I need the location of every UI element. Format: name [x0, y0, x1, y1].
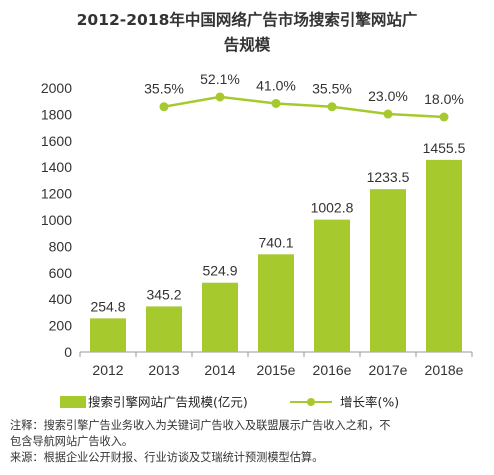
legend-bar-label: 搜索引擎网站广告规模(亿元) — [88, 395, 248, 410]
legend-line-label: 增长率(%) — [340, 395, 399, 410]
bar-value-label: 1002.8 — [311, 200, 354, 216]
bar-value-label: 1455.5 — [423, 140, 466, 156]
x-tick-label: 2015e — [257, 362, 296, 378]
bar — [146, 306, 182, 352]
note-line-1: 注释：搜索引擎广告业务收入为关键词广告收入及联盟展示广告收入之和，不 — [10, 419, 391, 432]
bar — [370, 189, 406, 352]
growth-point — [215, 92, 225, 102]
bar — [314, 219, 350, 352]
y-tick-label: 1400 — [41, 159, 72, 175]
bar-value-label: 740.1 — [258, 234, 293, 250]
chart-title-line1: 2012-2018年中国网络广告市场搜索引擎网站广 — [77, 10, 418, 29]
note-line-2: 包含导航网站广告收入。 — [10, 435, 134, 448]
growth-value-label: 23.0% — [368, 88, 408, 104]
x-tick-label: 2018e — [425, 362, 464, 378]
x-tick-label: 2014 — [204, 362, 235, 378]
y-axis: 0 200 400 600 800 1000 1200 1400 1600 1800 2000 — [41, 80, 72, 360]
growth-value-label: 18.0% — [424, 91, 464, 107]
bar — [258, 254, 294, 352]
x-axis-ticks: 2012 2013 2014 2015e 2016e 2017e 2018e — [79, 352, 473, 378]
bar-value-label: 254.8 — [90, 298, 125, 314]
chart-title-line2: 告规模 — [224, 35, 271, 54]
growth-value-label: 35.5% — [312, 81, 352, 97]
y-tick-label: 600 — [49, 265, 73, 281]
growth-point — [327, 102, 337, 112]
y-tick-label: 1800 — [41, 106, 72, 122]
growth-value-label: 35.5% — [144, 81, 184, 97]
growth-value-label: 52.1% — [200, 71, 240, 87]
growth-point — [439, 112, 449, 122]
bar-series: 254.8 345.2 524.9 740.1 1002.8 1233.5 1455.5 — [90, 140, 466, 352]
bar — [202, 282, 238, 352]
y-tick-label: 1200 — [41, 186, 72, 202]
growth-line — [163, 95, 445, 119]
y-tick-label: 2000 — [41, 80, 72, 96]
y-tick-label: 0 — [64, 344, 72, 360]
bar-value-label: 345.2 — [146, 286, 181, 302]
growth-line-series: 35.5% 52.1% 41.0% 35.5% 23.0% 18.0% — [144, 71, 464, 122]
x-tick-label: 2013 — [148, 362, 179, 378]
y-tick-label: 1600 — [41, 133, 72, 149]
bar-value-label: 1233.5 — [367, 169, 410, 185]
bar-value-label: 524.9 — [202, 263, 237, 279]
growth-point — [271, 98, 281, 108]
bar — [90, 318, 126, 352]
legend-line-marker — [307, 398, 315, 406]
y-tick-label: 1000 — [41, 212, 72, 228]
y-tick-label: 400 — [49, 291, 73, 307]
source-line: 来源：根据企业公开财报、行业访谈及艾瑞统计预测模型估算。 — [10, 451, 324, 464]
growth-value-label: 41.0% — [256, 77, 296, 93]
footnotes: 注释：搜索引擎广告业务收入为关键词广告收入及联盟展示广告收入之和，不 包含导航网… — [10, 418, 486, 466]
x-tick-label: 2017e — [369, 362, 408, 378]
growth-point — [159, 102, 169, 112]
y-tick-label: 800 — [49, 238, 73, 254]
bar — [426, 159, 462, 352]
y-tick-label: 200 — [49, 318, 73, 334]
chart: 2012-2018年中国网络广告市场搜索引擎网站广 告规模 0 200 400 600… — [41, 10, 473, 410]
legend: 搜索引擎网站广告规模(亿元) 增长率(%) — [60, 395, 399, 410]
legend-bar-swatch — [60, 396, 86, 408]
growth-point — [383, 109, 393, 119]
x-tick-label: 2016e — [313, 362, 352, 378]
x-tick-label: 2012 — [92, 362, 123, 378]
